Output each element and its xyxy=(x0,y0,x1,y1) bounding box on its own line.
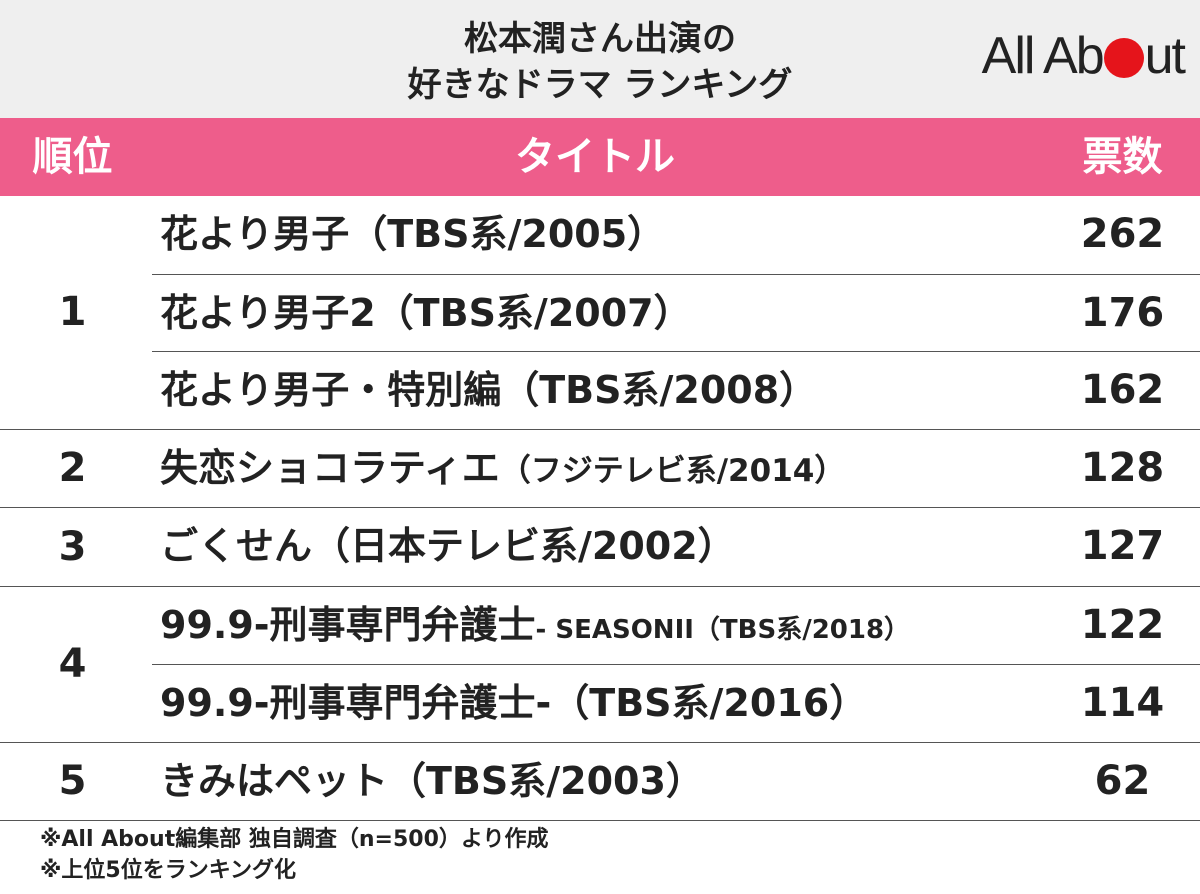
allabout-logo: All Ab ut xyxy=(981,26,1186,86)
footnotes: ※All About編集部 独自調査（n=500）より作成 ※上位5位をランキン… xyxy=(40,824,548,886)
drama-title: 99.9-刑事専門弁護士-（TBS系/2016） xyxy=(160,681,868,725)
vote-count: 176 xyxy=(1080,289,1165,336)
column-header-title: タイトル xyxy=(515,134,675,180)
drama-title: 花より男子2（TBS系/2007） xyxy=(160,290,692,335)
rank-cell: 4 xyxy=(58,641,87,687)
rank-group-1: 1 花より男子（TBS系/2005） 262 花より男子2（TBS系/2007）… xyxy=(0,196,1200,430)
drama-title-sub: （フジテレビ系/2014） xyxy=(499,452,846,489)
rank-group-3: 3 ごくせん（日本テレビ系/2002） 127 xyxy=(0,508,1200,587)
ranking-table-body: 1 花より男子（TBS系/2005） 262 花より男子2（TBS系/2007）… xyxy=(0,196,1200,821)
table-row: 99.9-刑事専門弁護士- SEASONII（TBS系/2018） 122 xyxy=(152,587,1200,665)
table-row: 99.9-刑事専門弁護士-（TBS系/2016） 114 xyxy=(152,664,1200,742)
column-header-votes: 票数 xyxy=(1082,134,1163,180)
drama-title-main: 99.9-刑事専門弁護士 xyxy=(160,602,536,647)
logo-text-left: All Ab xyxy=(981,27,1105,85)
table-row: 花より男子（TBS系/2005） 262 xyxy=(152,196,1200,274)
drama-title: 失恋ショコラティエ（フジテレビ系/2014） xyxy=(160,430,845,508)
table-row: 花より男子・特別編（TBS系/2008） 162 xyxy=(152,351,1200,429)
drama-title-sub: - SEASONII（TBS系/2018） xyxy=(535,614,911,645)
table-row: 失恋ショコラティエ（フジテレビ系/2014） 128 xyxy=(152,430,1200,508)
drama-title: ごくせん（日本テレビ系/2002） xyxy=(160,524,736,568)
table-row: ごくせん（日本テレビ系/2002） 127 xyxy=(152,508,1200,586)
column-header-rank: 順位 xyxy=(32,134,113,180)
title-line-1: 松本潤さん出演の xyxy=(464,19,736,59)
drama-title: 花より男子（TBS系/2005） xyxy=(160,212,666,256)
rank-group-5: 5 きみはペット（TBS系/2003） 62 xyxy=(0,743,1200,821)
header-band: 松本潤さん出演の 好きなドラマ ランキング All Ab ut xyxy=(0,0,1200,118)
rank-group-2: 2 失恋ショコラティエ（フジテレビ系/2014） 128 xyxy=(0,430,1200,508)
rank-cell: 1 xyxy=(58,289,87,336)
logo-dot-icon xyxy=(1103,38,1144,78)
page-title: 松本潤さん出演の 好きなドラマ ランキング xyxy=(0,16,1200,108)
title-line-2: 好きなドラマ ランキング xyxy=(407,65,793,105)
drama-title: 花より男子・特別編（TBS系/2008） xyxy=(160,368,818,412)
footnote-source: ※All About編集部 独自調査（n=500）より作成 xyxy=(40,827,549,852)
rank-cell: 3 xyxy=(58,523,87,570)
footnote-scope: ※上位5位をランキング化 xyxy=(40,858,297,883)
vote-count: 128 xyxy=(1080,444,1165,491)
vote-count: 127 xyxy=(1080,523,1165,569)
vote-count: 62 xyxy=(1094,757,1151,804)
drama-title: きみはペット（TBS系/2003） xyxy=(160,758,704,803)
logo-text-right: ut xyxy=(1144,27,1186,85)
vote-count: 114 xyxy=(1080,680,1165,726)
vote-count: 262 xyxy=(1080,211,1165,257)
vote-count: 122 xyxy=(1080,601,1165,648)
table-header: 順位 タイトル 票数 xyxy=(0,118,1200,196)
table-row: 花より男子2（TBS系/2007） 176 xyxy=(152,273,1200,352)
table-row: きみはペット（TBS系/2003） 62 xyxy=(152,743,1200,821)
drama-title: 99.9-刑事専門弁護士- SEASONII（TBS系/2018） xyxy=(160,587,910,665)
rank-group-4: 4 99.9-刑事専門弁護士- SEASONII（TBS系/2018） 122 … xyxy=(0,587,1200,743)
rank-cell: 2 xyxy=(58,445,87,492)
vote-count: 162 xyxy=(1080,367,1165,413)
rank-cell: 5 xyxy=(58,758,87,805)
drama-title-main: 失恋ショコラティエ xyxy=(160,445,500,490)
